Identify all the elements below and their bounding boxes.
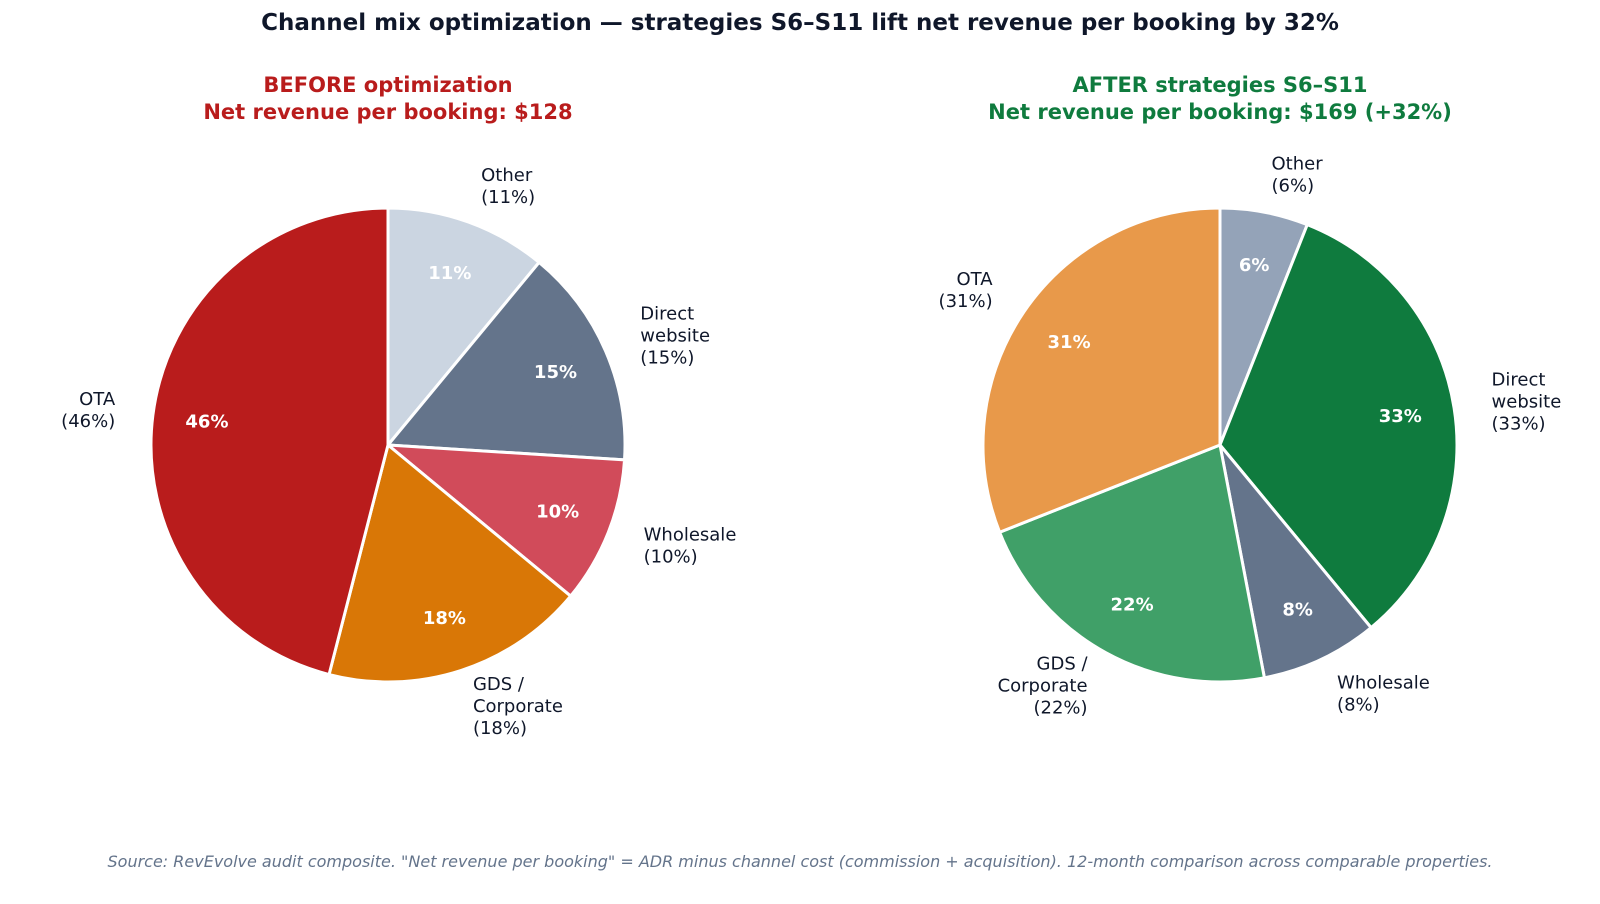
after-pct-label-gds: 22% xyxy=(1111,594,1154,615)
after-category-label-gds: GDS / Corporate (22%) xyxy=(998,653,1089,718)
before-pct-label-wholesale: 10% xyxy=(536,502,579,523)
before-pie-chart: 11% Other (11%) 15% Direct website (15%) 10% Who… xyxy=(61,165,736,739)
before-title: BEFORE optimization xyxy=(263,73,513,97)
before-pct-label-ota: 46% xyxy=(185,412,228,433)
before-slice-other xyxy=(386,206,541,447)
after-slice-ota xyxy=(981,206,1222,534)
before-category-label-direct: Direct website (15%) xyxy=(640,303,710,368)
after-category-label-other: Other (6%) xyxy=(1272,153,1324,196)
after-slice-direct xyxy=(1218,223,1459,630)
chart-main-title: Channel mix optimization — strategies S6… xyxy=(261,10,1339,36)
before-slice-gds xyxy=(327,443,573,684)
after-pct-label-direct: 33% xyxy=(1379,406,1422,427)
before-pct-label-other: 11% xyxy=(428,263,471,284)
after-pct-label-wholesale: 8% xyxy=(1282,600,1313,621)
before-subtitle: Net revenue per booking: $128 xyxy=(203,100,573,124)
after-category-label-ota: OTA (31%) xyxy=(939,269,994,312)
after-subtitle: Net revenue per booking: $169 (+32%) xyxy=(988,100,1452,124)
before-category-label-other: Other (11%) xyxy=(481,165,535,208)
before-slice-wholesale xyxy=(386,443,627,598)
after-title: AFTER strategies S6–S11 xyxy=(1072,73,1368,97)
after-category-label-direct: Direct website (33%) xyxy=(1492,369,1562,434)
after-slice-gds xyxy=(998,443,1266,684)
after-category-label-wholesale: Wholesale (8%) xyxy=(1337,672,1430,715)
after-pie-chart: 6% Other (6%) 33% Direct website (33%) 8% Wholes… xyxy=(939,153,1562,718)
after-panel-title: AFTER strategies S6–S11 Net revenue per … xyxy=(900,72,1540,126)
before-panel-title: BEFORE optimization Net revenue per book… xyxy=(68,72,708,126)
before-category-label-wholesale: Wholesale (10%) xyxy=(644,525,737,568)
before-pct-label-direct: 15% xyxy=(534,362,577,383)
before-slice-direct xyxy=(386,260,627,462)
before-pct-label-gds: 18% xyxy=(423,608,466,629)
after-pct-label-other: 6% xyxy=(1239,255,1270,276)
after-pct-label-ota: 31% xyxy=(1048,332,1091,353)
before-slice-ota xyxy=(149,206,390,677)
source-note: Source: RevEvolve audit composite. "Net … xyxy=(107,852,1493,871)
before-category-label-ota: OTA (46%) xyxy=(61,389,116,432)
before-category-label-gds: GDS / Corporate (18%) xyxy=(473,674,563,739)
after-slice-wholesale xyxy=(1218,443,1373,680)
